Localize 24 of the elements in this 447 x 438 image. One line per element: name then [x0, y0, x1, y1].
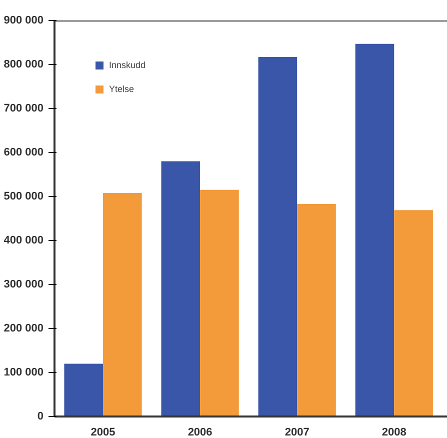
y-tick-label: 0: [37, 410, 44, 422]
y-tick-label: 100 000: [4, 366, 44, 378]
x-tick-label: 2007: [284, 426, 310, 438]
bar: [355, 44, 394, 416]
y-tick-label: 700 000: [4, 102, 44, 114]
x-tick-label: 2008: [382, 426, 406, 438]
y-tick-label: 500 000: [4, 190, 44, 202]
bar: [161, 161, 200, 416]
bar: [200, 190, 239, 416]
y-tick-label: 600 000: [4, 146, 44, 158]
legend-label: Innskudd: [109, 60, 146, 70]
y-tick-label: 300 000: [4, 278, 44, 290]
bar: [297, 204, 336, 416]
y-tick-label: 800 000: [4, 58, 44, 70]
x-tick-label: 2006: [188, 426, 212, 438]
bar: [103, 192, 142, 416]
y-tick-label: 400 000: [4, 234, 44, 246]
bar: [258, 57, 298, 416]
y-tick-label: 200 000: [4, 322, 44, 334]
x-tick-label: 2005: [90, 426, 116, 438]
bar: [394, 210, 433, 416]
bar: [64, 364, 104, 416]
legend-label: Ytelse: [109, 84, 134, 94]
y-tick-label: 900 000: [4, 14, 44, 26]
